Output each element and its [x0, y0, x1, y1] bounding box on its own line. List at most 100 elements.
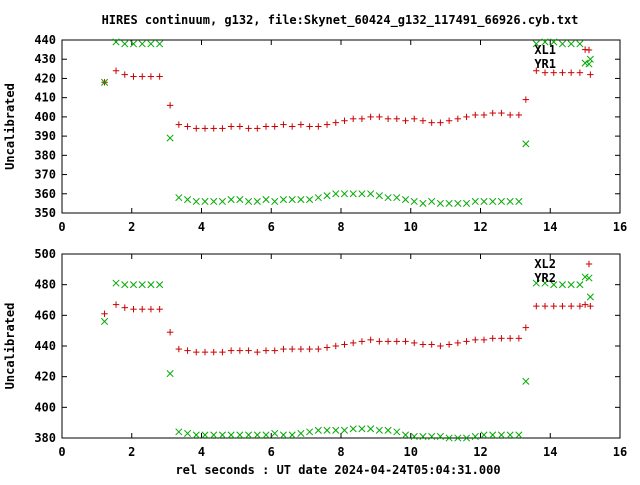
data-point-d2	[384, 426, 392, 434]
data-point-d2	[445, 199, 453, 207]
data-point	[271, 347, 278, 354]
data-point	[558, 281, 567, 289]
data-point-d2	[166, 134, 174, 142]
data-point	[393, 338, 400, 345]
data-point	[419, 341, 427, 348]
data-point-d2	[121, 281, 129, 289]
data-point	[445, 199, 453, 207]
data-point	[245, 197, 253, 206]
data-point	[139, 73, 146, 80]
data-point	[279, 431, 288, 439]
data-point	[156, 281, 164, 289]
data-point-d2	[138, 40, 146, 48]
x-tick-label: 10	[404, 445, 418, 459]
data-point	[576, 69, 584, 76]
data-point	[437, 342, 444, 350]
plot-panels: 0 2 4 6 8 10 12 14 16350360370380390400410420430…	[3, 33, 627, 459]
data-point	[384, 426, 392, 434]
y-tick-label: 420	[34, 71, 56, 85]
data-point	[376, 113, 383, 121]
data-point	[121, 304, 128, 311]
data-point-d2	[129, 281, 138, 289]
data-point	[262, 431, 270, 439]
data-point	[201, 197, 209, 206]
data-point-d2	[262, 195, 270, 204]
data-point	[323, 192, 331, 200]
data-point	[227, 123, 235, 130]
data-point	[227, 347, 235, 354]
x-tick-label: 4	[198, 445, 205, 459]
data-point-d2	[506, 197, 514, 206]
data-point-d2	[227, 195, 235, 204]
data-point	[541, 38, 549, 46]
data-point	[184, 123, 191, 130]
data-point-d2	[175, 194, 183, 202]
data-point	[384, 115, 392, 123]
data-point-d2	[581, 273, 589, 281]
data-point	[156, 306, 163, 313]
data-point-d2	[567, 40, 575, 48]
data-point-d2	[279, 431, 288, 439]
data-point-d2	[210, 431, 218, 439]
data-point	[306, 195, 314, 204]
data-point	[166, 329, 174, 336]
data-point	[236, 347, 244, 354]
data-point-d2	[586, 293, 594, 301]
data-point	[219, 348, 226, 356]
data-point	[358, 190, 366, 198]
data-point	[315, 123, 322, 130]
data-point-d2	[340, 190, 349, 198]
data-point-d2	[279, 195, 288, 204]
x-tick-label: 0	[58, 220, 65, 234]
data-point-d2	[375, 192, 383, 200]
data-point	[130, 73, 137, 80]
y-tick-label: 350	[34, 206, 56, 220]
data-point-d2	[288, 431, 296, 439]
data-point	[193, 348, 200, 356]
data-point-d2	[480, 431, 488, 439]
data-point-d2	[567, 281, 575, 289]
x-tick-label: 2	[128, 445, 135, 459]
data-point	[541, 69, 549, 76]
data-point	[522, 324, 530, 331]
data-point	[515, 111, 523, 119]
data-point	[559, 69, 566, 76]
data-point	[576, 40, 584, 48]
data-point-d2	[532, 40, 540, 48]
data-point	[401, 431, 410, 439]
y-tick-label: 460	[34, 308, 56, 322]
y-tick-label: 410	[34, 91, 56, 105]
y-axis-label: Uncalibrated	[3, 83, 17, 170]
data-point	[567, 69, 575, 76]
y-tick-label: 370	[34, 168, 56, 182]
data-point	[393, 115, 400, 123]
data-point	[201, 348, 209, 356]
data-point	[323, 426, 331, 434]
data-point	[515, 431, 523, 439]
x-tick-label: 14	[543, 445, 557, 459]
data-point	[497, 197, 505, 206]
data-point	[506, 335, 514, 342]
data-point	[402, 338, 409, 345]
data-point	[522, 96, 530, 103]
data-point	[393, 194, 401, 202]
data-point	[100, 78, 109, 86]
data-point	[419, 432, 427, 441]
data-point	[245, 431, 253, 439]
data-point	[541, 279, 549, 287]
data-point	[254, 125, 261, 132]
data-point-d2	[410, 432, 418, 441]
data-point-d2	[245, 431, 253, 439]
y-tick-label: 400	[34, 110, 56, 124]
legend-marker	[585, 60, 593, 68]
data-point-d2	[112, 38, 120, 46]
data-point-d2	[210, 197, 218, 206]
data-point-d2	[262, 431, 270, 439]
data-point	[401, 195, 410, 204]
data-point-d2	[175, 428, 183, 436]
data-point	[271, 197, 279, 206]
data-point	[279, 195, 288, 204]
data-point	[192, 197, 200, 206]
data-point	[550, 281, 558, 289]
data-point-d2	[515, 197, 523, 206]
